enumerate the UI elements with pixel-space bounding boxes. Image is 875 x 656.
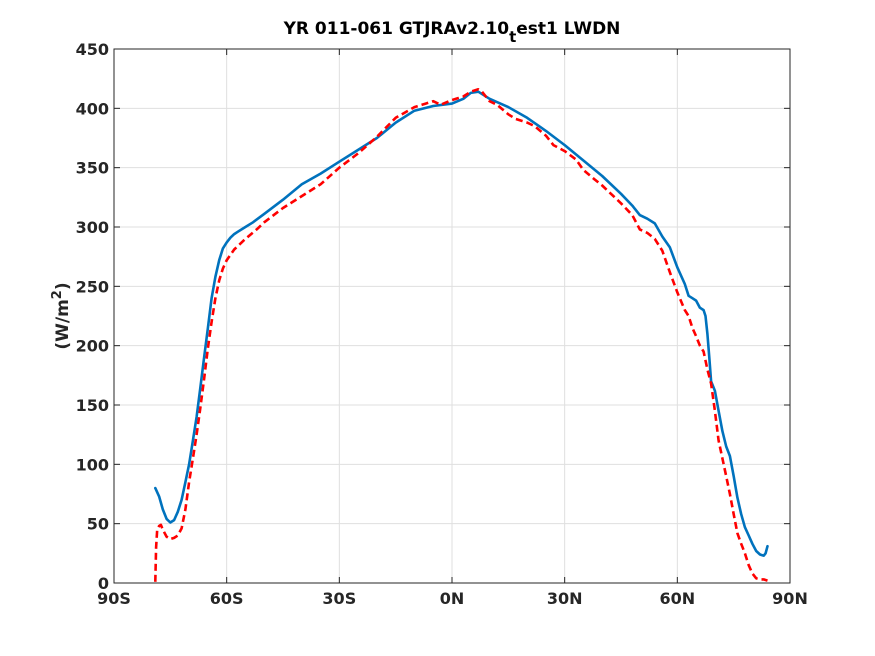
x-tick-label: 60S [210,589,244,608]
y-tick-labels: 0 50 100 150 200 250 300 350 400 450 [76,40,109,593]
y-tick-label: 150 [76,396,109,415]
y-axis-label-prefix: (W/m [53,299,73,349]
chart-title: YR 011-061 GTJRAv2.10test1 LWDN [283,19,621,46]
y-axis-label: (W/m2) [50,282,73,349]
series-layer [154,88,769,582]
x-tick-label: 60N [660,589,696,608]
series-line-1 [154,90,769,557]
chart-title-suffix: est1 LWDN [516,19,620,39]
x-tick-label: 90N [772,589,808,608]
plot-area [113,48,791,584]
chart-title-subscript: t [509,28,516,46]
x-tick-labels: 90S 60S 30S 0N 30N 60N 90N [97,589,808,608]
x-tick-label: 90S [97,589,131,608]
y-tick-label: 350 [76,159,109,178]
y-tick-label: 250 [76,277,109,296]
y-tick-label: 200 [76,337,109,356]
y-axis-label-superscript: 2 [50,290,65,299]
y-tick-label: 450 [76,40,109,59]
y-tick-label: 300 [76,218,109,237]
y-tick-label: 100 [76,455,109,474]
x-tick-label: 0N [440,589,465,608]
x-tick-label: 30N [547,589,583,608]
x-tick-label: 30S [322,589,356,608]
ticks [113,48,791,584]
y-tick-label: 50 [87,515,109,534]
chart-title-main: YR 011-061 GTJRAv2.10 [283,19,510,39]
y-tick-label: 400 [76,99,109,118]
series-line-2 [154,88,768,582]
y-tick-label: 0 [98,574,109,593]
y-axis-label-suffix: ) [53,282,73,290]
